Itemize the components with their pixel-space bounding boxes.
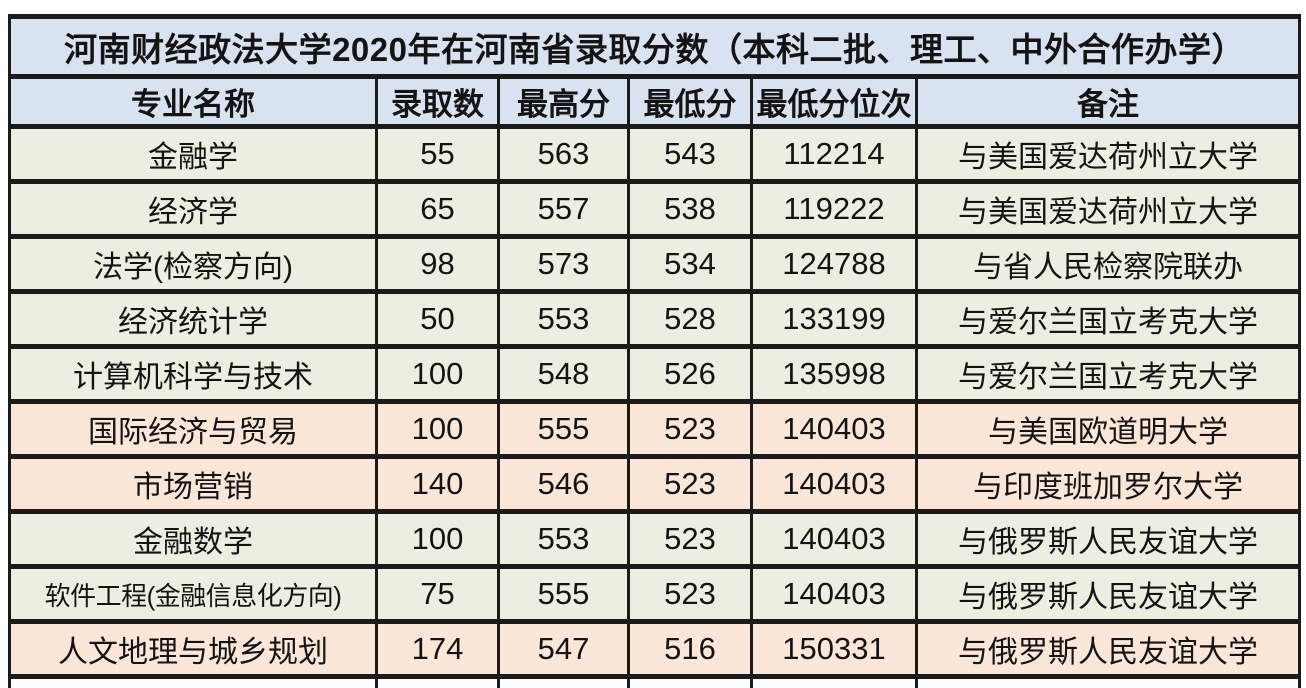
col-header-lowest-rank: 最低分位次 xyxy=(750,74,918,129)
cell-lowest-rank: 140403 xyxy=(750,564,918,624)
cell-lowest-rank: 150331 xyxy=(750,619,918,679)
cell-lowest-score: 516 xyxy=(627,619,753,679)
cell-note: 与爱尔兰国立考克大学 xyxy=(914,344,1302,404)
title-row: 河南财经政法大学2020年在河南省录取分数（本科二批、理工、中外合作办学） xyxy=(7,14,1302,79)
cell-major: 国际经济与贸易 xyxy=(8,399,378,459)
cell-note: 与爱尔兰国立考克大学 xyxy=(914,289,1302,349)
cell-highest-score: 547 xyxy=(497,619,630,679)
table-row: 经济学 65 557 538 119222 与美国爱达荷州立大学 xyxy=(8,179,1302,239)
table-row: 金融学 55 563 543 112214 与美国爱达荷州立大学 xyxy=(8,124,1302,184)
cell-admitted-count: 50 xyxy=(375,289,500,349)
cell-highest-score: 555 xyxy=(497,564,630,624)
cell-lowest-rank: 135998 xyxy=(750,344,918,404)
cell-admitted-count: 75 xyxy=(375,564,500,624)
cell-lowest-rank: 140403 xyxy=(750,399,918,459)
cell-lowest-rank: 140403 xyxy=(750,454,918,514)
cell-admitted-count: 100 xyxy=(375,399,500,459)
cell-lowest-score: 523 xyxy=(627,509,753,569)
cell-lowest-score: 534 xyxy=(627,234,753,294)
cell-lowest-rank: 112214 xyxy=(750,124,918,184)
cell-highest-score: 555 xyxy=(497,399,630,459)
col-header-major: 专业名称 xyxy=(8,74,378,129)
cell-lowest-rank: 124788 xyxy=(750,234,918,294)
cell-major: 市场营销 xyxy=(8,454,378,514)
cell-lowest-score: 526 xyxy=(627,344,753,404)
cell-major: 经济统计学 xyxy=(8,289,378,349)
cell-lowest-score: 523 xyxy=(627,454,753,514)
cell-lowest-rank: 140403 xyxy=(750,509,918,569)
cell-admitted-count: 98 xyxy=(375,234,500,294)
cell-note: 与省人民检察院联办 xyxy=(914,234,1302,294)
col-header-admitted-count: 录取数 xyxy=(375,74,500,129)
cell-admitted-count: 100 xyxy=(375,344,500,404)
table-row: 计算机科学与技术 100 548 526 135998 与爱尔兰国立考克大学 xyxy=(8,344,1302,404)
cell-lowest-rank: 133199 xyxy=(750,289,918,349)
table-row: 经济统计学 50 553 528 133199 与爱尔兰国立考克大学 xyxy=(8,289,1302,349)
cell-highest-score: 553 xyxy=(497,509,630,569)
table-row: 软件工程(金融信息化方向) 75 555 523 140403 与俄罗斯人民友谊… xyxy=(8,564,1302,624)
cell-admitted-count: 65 xyxy=(375,179,500,239)
cell-note: 与美国欧道明大学 xyxy=(914,399,1302,459)
cell-note: 与美国爱达荷州立大学 xyxy=(914,179,1302,239)
table-row: 金融数学 100 553 523 140403 与俄罗斯人民友谊大学 xyxy=(8,509,1302,569)
cell-highest-score: 553 xyxy=(497,289,630,349)
cell-admitted-count: 55 xyxy=(375,124,500,184)
col-header-highest-score: 最高分 xyxy=(497,74,630,129)
cell-lowest-score: 538 xyxy=(627,179,753,239)
table-row: 人文地理与城乡规划 174 547 516 150331 与俄罗斯人民友谊大学 xyxy=(8,619,1302,679)
cell-lowest-score: 543 xyxy=(627,124,753,184)
cell-highest-score: 548 xyxy=(497,344,630,404)
cell-major: 计算机科学与技术 xyxy=(8,344,378,404)
table-title: 河南财经政法大学2020年在河南省录取分数（本科二批、理工、中外合作办学） xyxy=(7,14,1302,79)
cell-major: 软件工程(金融信息化方向) xyxy=(8,564,378,624)
cell-note: 与美国爱达荷州立大学 xyxy=(914,124,1302,184)
cell-lowest-score: 523 xyxy=(627,399,753,459)
cell-major: 法学(检察方向) xyxy=(8,234,378,294)
cell-lowest-score: 528 xyxy=(627,289,753,349)
admission-score-table: 河南财经政法大学2020年在河南省录取分数（本科二批、理工、中外合作办学） 专业… xyxy=(7,14,1302,688)
table-row: 国际经济与贸易 100 555 523 140403 与美国欧道明大学 xyxy=(8,399,1302,459)
cell-note: 与俄罗斯人民友谊大学 xyxy=(914,509,1302,569)
cell-admitted-count: 174 xyxy=(375,619,500,679)
cell-highest-score: 573 xyxy=(497,234,630,294)
cell-note: 与俄罗斯人民友谊大学 xyxy=(914,564,1302,624)
cell-highest-score: 546 xyxy=(497,454,630,514)
cell-note: 与印度班加罗尔大学 xyxy=(914,454,1302,514)
cell-major: 经济学 xyxy=(8,179,378,239)
cell-major: 金融数学 xyxy=(8,509,378,569)
header-row: 专业名称 录取数 最高分 最低分 最低分位次 备注 xyxy=(8,74,1302,129)
col-header-note: 备注 xyxy=(914,74,1302,129)
cell-admitted-count: 140 xyxy=(375,454,500,514)
cell-highest-score: 557 xyxy=(497,179,630,239)
partial-clipped-row xyxy=(8,674,1302,688)
cell-note: 与俄罗斯人民友谊大学 xyxy=(914,619,1302,679)
cell-lowest-score: 523 xyxy=(627,564,753,624)
col-header-lowest-score: 最低分 xyxy=(627,74,753,129)
cell-major: 人文地理与城乡规划 xyxy=(8,619,378,679)
table-row: 法学(检察方向) 98 573 534 124788 与省人民检察院联办 xyxy=(8,234,1302,294)
table-row: 市场营销 140 546 523 140403 与印度班加罗尔大学 xyxy=(8,454,1302,514)
cell-admitted-count: 100 xyxy=(375,509,500,569)
cell-major: 金融学 xyxy=(8,124,378,184)
cell-lowest-rank: 119222 xyxy=(750,179,918,239)
cell-highest-score: 563 xyxy=(497,124,630,184)
